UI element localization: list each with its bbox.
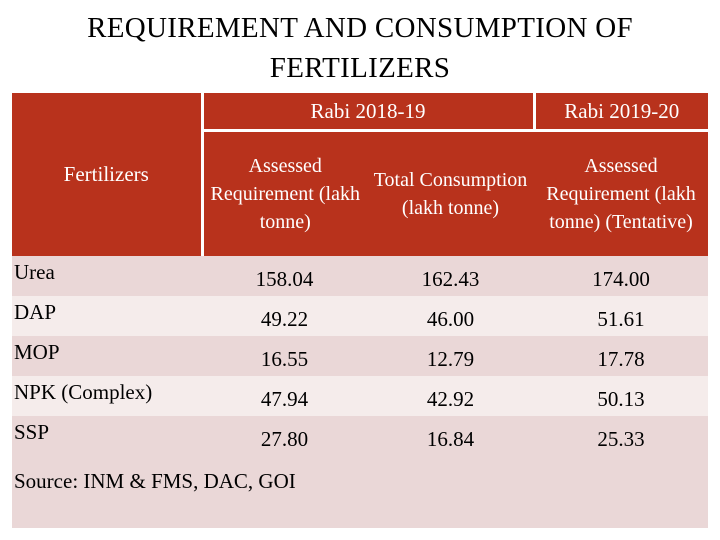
rabi-2019-20-header: Rabi 2019-20	[532, 93, 708, 131]
table-header-row-1: Fertilizers Rabi 2018-19 Rabi 2019-20	[12, 93, 708, 256]
table-header-row-2: Assessed Requirement (lakh tonne) Total …	[12, 129, 708, 256]
table-row: NPK (Complex) 47.94 42.92 50.13	[12, 376, 708, 416]
page-title: REQUIREMENT AND CONSUMPTION OF FERTILIZE…	[0, 8, 720, 88]
tentative-requirement-value: 174.00	[534, 256, 708, 296]
title-line-2: FERTILIZERS	[269, 52, 451, 84]
fertilizer-name: SSP	[12, 416, 202, 456]
tentative-requirement-value: 51.61	[534, 296, 708, 336]
fertilizer-name: MOP	[12, 336, 202, 376]
assessed-requirement-value: 16.55	[202, 336, 367, 376]
fertilizers-column-header: Fertilizers	[12, 93, 202, 256]
tentative-requirement-value: 50.13	[534, 376, 708, 416]
total-consumption-header: Total Consumption (lakh tonne)	[367, 129, 534, 256]
assessed-requirement-tentative-header: Assessed Requirement (lakh tonne) (Tenta…	[534, 129, 708, 256]
total-consumption-value: 46.00	[367, 296, 534, 336]
assessed-requirement-value: 158.04	[202, 256, 367, 296]
source-note: Source: INM & FMS, DAC, GOI	[14, 469, 296, 493]
assessed-requirement-value: 27.80	[202, 416, 367, 456]
table-row: SSP 27.80 16.84 25.33	[12, 416, 708, 456]
rabi-2018-19-header: Rabi 2018-19	[200, 93, 534, 131]
assessed-requirement-value: 49.22	[202, 296, 367, 336]
table-row: MOP 16.55 12.79 17.78	[12, 336, 708, 376]
tentative-requirement-value: 17.78	[534, 336, 708, 376]
table-row: Urea 158.04 162.43 174.00	[12, 256, 708, 296]
tentative-requirement-value: 25.33	[534, 416, 708, 456]
title-line-1: REQUIREMENT AND CONSUMPTION OF	[87, 12, 633, 44]
fertilizer-name: Urea	[12, 256, 202, 296]
fertilizer-name: DAP	[12, 296, 202, 336]
table-row: DAP 49.22 46.00 51.61	[12, 296, 708, 336]
fertilizer-name: NPK (Complex)	[12, 376, 202, 416]
total-consumption-value: 162.43	[367, 256, 534, 296]
total-consumption-value: 16.84	[367, 416, 534, 456]
assessed-requirement-header: Assessed Requirement (lakh tonne)	[200, 129, 367, 256]
assessed-requirement-value: 47.94	[202, 376, 367, 416]
fertilizer-table: Fertilizers Rabi 2018-19 Rabi 2019-20 As…	[12, 93, 708, 456]
total-consumption-value: 12.79	[367, 336, 534, 376]
total-consumption-value: 42.92	[367, 376, 534, 416]
fertilizer-table-panel: Fertilizers Rabi 2018-19 Rabi 2019-20 As…	[12, 93, 708, 528]
